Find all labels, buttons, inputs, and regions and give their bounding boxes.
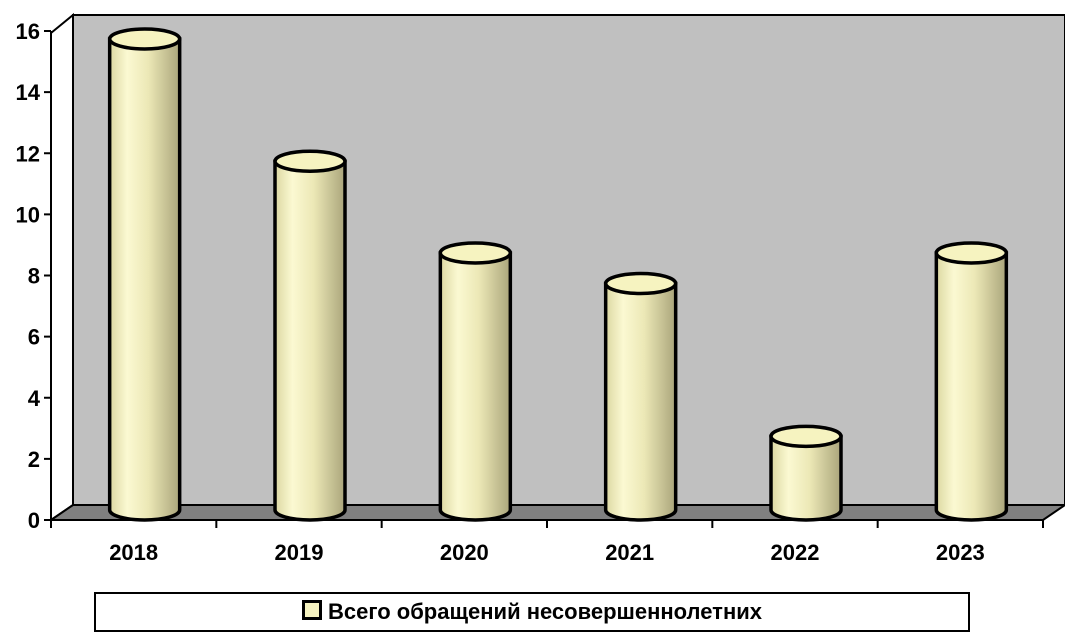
bar-top <box>934 241 1009 265</box>
bar <box>934 241 1009 522</box>
x-tick-label: 2022 <box>771 540 820 565</box>
bar-body <box>769 434 843 522</box>
bar-body <box>934 251 1009 522</box>
bar <box>769 424 843 522</box>
y-axis-ticks: 0 2 4 6 8 10 12 14 16 <box>16 19 51 533</box>
y-tick-label: 8 <box>28 264 40 289</box>
x-axis-ticks: 2018 2019 2020 2021 2022 2023 <box>50 520 1044 565</box>
y-tick-label: 16 <box>16 19 40 44</box>
bar <box>107 27 182 522</box>
chart-back-wall <box>72 14 1065 506</box>
bar-series <box>107 27 1009 522</box>
bar <box>603 271 678 522</box>
bar <box>438 241 513 522</box>
bar-body <box>273 159 347 522</box>
x-tick-label: 2021 <box>605 540 654 565</box>
y-tick-label: 14 <box>16 80 41 105</box>
bar-top <box>438 241 513 265</box>
y-tick-label: 10 <box>16 202 40 227</box>
legend-entry: Всего обращений несовершеннолетних <box>96 600 968 624</box>
y-tick-label: 0 <box>28 508 40 533</box>
legend: Всего обращений несовершеннолетних <box>94 592 970 632</box>
x-tick-label: 2020 <box>440 540 489 565</box>
chart-floor <box>47 504 1065 521</box>
bar-body <box>438 251 513 522</box>
x-tick-label: 2019 <box>275 540 324 565</box>
y-tick-label: 12 <box>16 141 40 166</box>
y-tick-label: 2 <box>28 447 40 472</box>
bar-top <box>603 271 678 296</box>
bar-top <box>107 27 182 51</box>
bar-top <box>769 424 843 449</box>
bar-chart: 0 2 4 6 8 10 12 14 16 2018 2019 2020 2021 2022 2023 <box>16 12 1065 565</box>
bar-body <box>603 281 678 522</box>
bar-top <box>273 149 347 173</box>
legend-label: Всего обращений несовершеннолетних <box>327 599 763 624</box>
x-tick-label: 2023 <box>936 540 985 565</box>
y-tick-label: 6 <box>28 325 40 350</box>
y-tick-label: 4 <box>28 386 41 411</box>
x-tick-label: 2018 <box>109 540 158 565</box>
legend-swatch <box>301 600 322 620</box>
chart-side-wall <box>50 12 74 522</box>
bar-body <box>107 37 182 522</box>
bar <box>273 149 347 522</box>
